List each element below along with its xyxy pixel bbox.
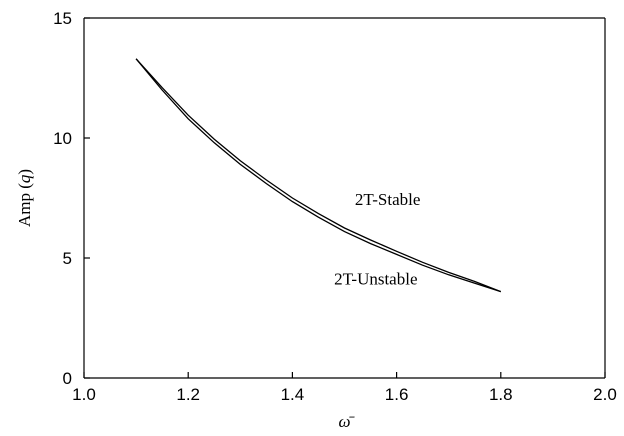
series-line-lower: [135, 58, 501, 293]
y-axis-label: Amp (q): [15, 169, 34, 227]
y-tick-label: 15: [53, 9, 72, 28]
annotation-label: 2T-Stable: [355, 190, 420, 209]
axes: [83, 17, 606, 379]
x-ticks: 1.0 1.2 1.4 1.6 1.8 2.0: [72, 372, 617, 404]
x-tick-label: 1.0: [72, 385, 96, 404]
x-tick-label: 2.0: [593, 385, 617, 404]
y-axis-label-suffix: ): [15, 169, 34, 175]
annotations: 2T-Stable 2T-Unstable: [334, 190, 420, 288]
x-tick-label: 1.2: [176, 385, 200, 404]
x-tick-label: 1.4: [281, 385, 305, 404]
x-axis-label: ω̄: [338, 412, 355, 431]
y-axis-label-var: q: [15, 174, 34, 183]
y-tick-label: 10: [53, 129, 72, 148]
series-line-upper: [135, 58, 502, 293]
y-tick-label: 0: [63, 369, 72, 388]
annotation-label: 2T-Unstable: [334, 269, 417, 288]
y-axis-label-prefix: Amp (: [15, 183, 34, 227]
x-axis-label-text: ω̄: [338, 412, 355, 431]
y-ticks: 0 5 10 15: [53, 9, 90, 388]
x-tick-label: 1.8: [489, 385, 513, 404]
x-tick-label: 1.6: [385, 385, 409, 404]
series-group: [135, 58, 502, 293]
y-tick-label: 5: [63, 249, 72, 268]
